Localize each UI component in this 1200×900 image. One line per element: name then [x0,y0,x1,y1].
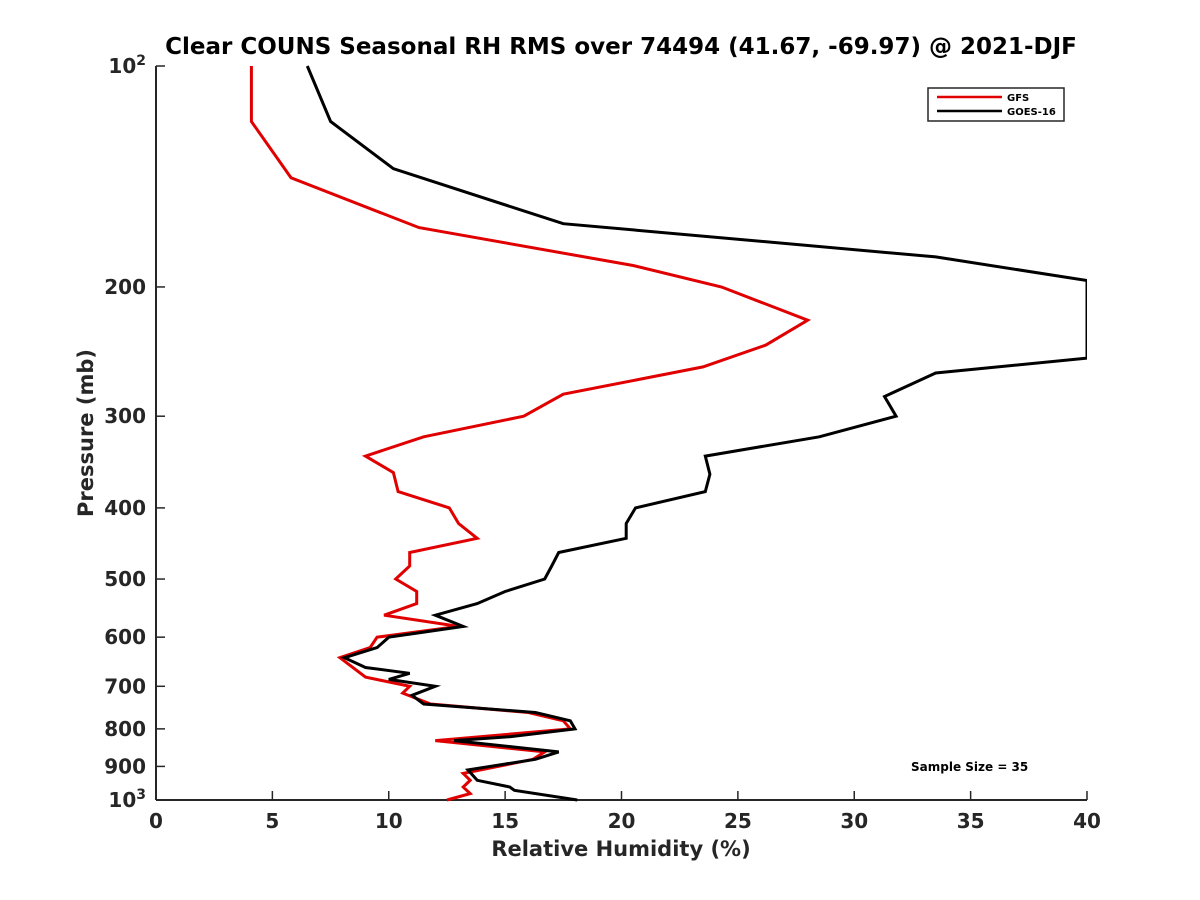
series-lines [249,65,1087,802]
x-tick-label: 15 [491,809,519,833]
x-tick-label: 40 [1073,809,1101,833]
chart-title: Clear COUNS Seasonal RH RMS over 74494 (… [165,34,1077,60]
plot-area: 0 5 10 15 20 25 30 35 40 102 200 300 400 500 600 700 80… [104,53,1101,833]
x-axis-ticks: 0 5 10 15 20 25 30 35 40 [149,791,1101,833]
y-tick-label: 103 [108,787,146,812]
y-tick-label: 300 [104,404,146,428]
y-tick-label: 900 [104,754,146,778]
sample-size-annotation: Sample Size = 35 [911,760,1028,774]
y-tick-label: 102 [108,53,146,78]
y-tick-label: 500 [104,567,146,591]
x-tick-label: 10 [375,809,403,833]
x-tick-label: 5 [265,809,279,833]
x-tick-label: 0 [149,809,163,833]
x-tick-label: 30 [840,809,868,833]
x-axis-title: Relative Humidity (%) [491,837,750,861]
legend-box [927,87,1065,122]
y-tick-label: 800 [104,717,146,741]
y-tick-label: 700 [104,674,146,698]
legend-label-goes16: GOES-16 [1007,107,1056,118]
y-axis-ticks: 102 200 300 400 500 600 700 800 900 103 [104,53,165,812]
series-line-goes16 [305,65,1087,802]
legend-label-gfs: GFS [1007,93,1029,104]
y-tick-label: 400 [104,496,146,520]
y-tick-label: 200 [104,275,146,299]
x-tick-label: 20 [608,809,636,833]
x-tick-label: 35 [957,809,985,833]
y-tick-label: 600 [104,625,146,649]
series-line-gfs [249,66,812,802]
y-axis-title: Pressure (mb) [74,349,98,517]
x-tick-label: 25 [724,809,752,833]
legend: GFS GOES-16 [927,87,1065,122]
